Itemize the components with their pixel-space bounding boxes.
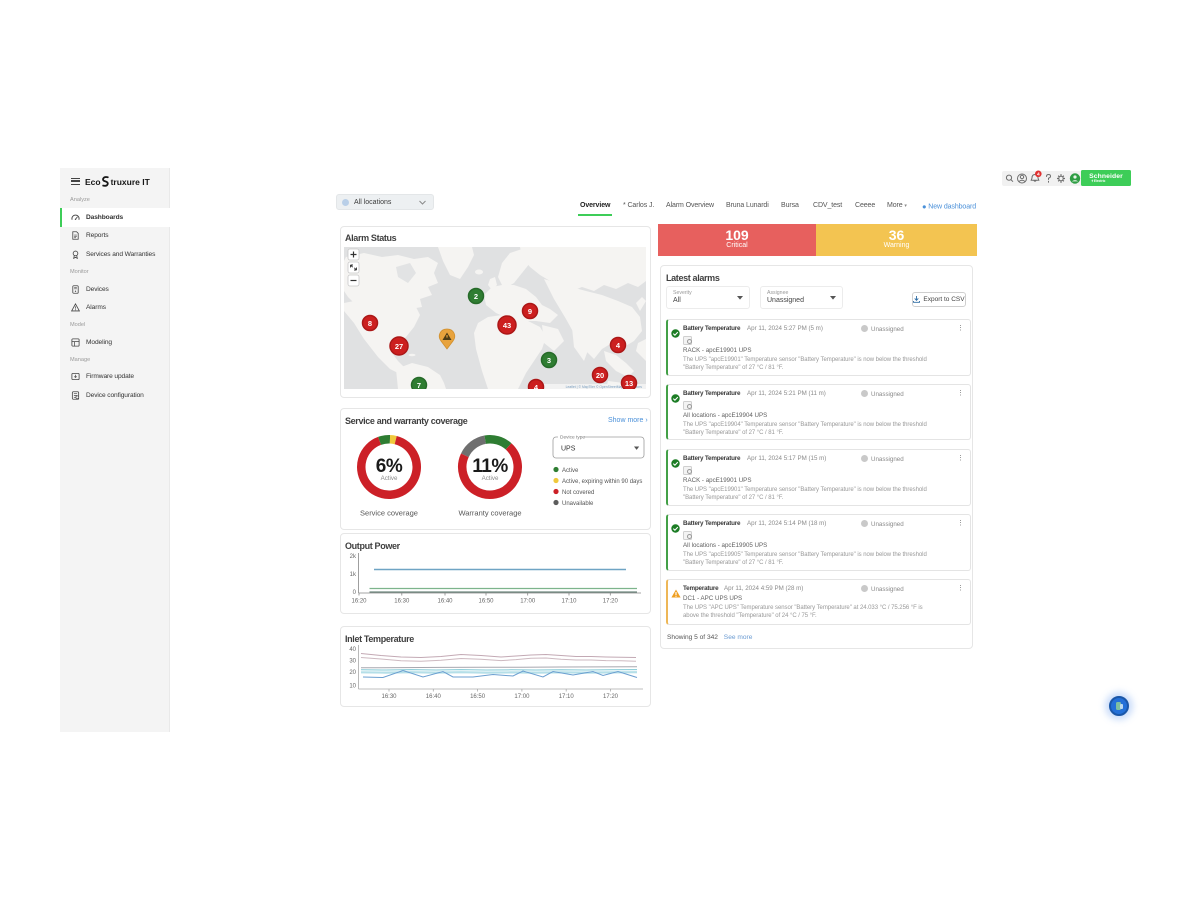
svg-text:27: 27 bbox=[395, 342, 403, 351]
svg-text:17:20: 17:20 bbox=[603, 599, 619, 605]
svg-text:Active: Active bbox=[562, 468, 579, 474]
svg-text:9: 9 bbox=[528, 307, 532, 316]
svg-text:7: 7 bbox=[417, 381, 421, 389]
svg-text:2: 2 bbox=[474, 292, 478, 301]
svg-text:17:20: 17:20 bbox=[603, 694, 619, 700]
svg-text:20: 20 bbox=[349, 670, 356, 676]
svg-text:Warranty coverage: Warranty coverage bbox=[458, 509, 521, 518]
svg-text:Device type: Device type bbox=[560, 435, 585, 441]
svg-text:17:10: 17:10 bbox=[561, 599, 577, 605]
svg-text:Leaflet | © MapTiler © OpenStr: Leaflet | © MapTiler © OpenStreetMap con… bbox=[566, 385, 643, 389]
svg-text:Unavailable: Unavailable bbox=[562, 501, 594, 507]
svg-text:17:00: 17:00 bbox=[520, 599, 536, 605]
svg-text:Active: Active bbox=[381, 475, 398, 482]
svg-text:16:40: 16:40 bbox=[437, 599, 453, 605]
svg-text:Service coverage: Service coverage bbox=[360, 509, 418, 518]
svg-text:43: 43 bbox=[503, 321, 511, 330]
svg-text:Not covered: Not covered bbox=[562, 490, 594, 496]
svg-text:16:30: 16:30 bbox=[381, 694, 397, 700]
svg-text:16:50: 16:50 bbox=[478, 599, 494, 605]
svg-text:10: 10 bbox=[349, 684, 356, 690]
svg-text:UPS: UPS bbox=[561, 446, 576, 453]
svg-text:17:10: 17:10 bbox=[559, 694, 575, 700]
svg-text:0: 0 bbox=[353, 590, 357, 596]
svg-text:40: 40 bbox=[349, 647, 356, 653]
svg-text:11%: 11% bbox=[472, 456, 508, 477]
svg-text:4: 4 bbox=[1037, 171, 1040, 177]
svg-text:6%: 6% bbox=[376, 456, 403, 477]
svg-text:Active, expiring within 90 day: Active, expiring within 90 days bbox=[562, 479, 642, 485]
svg-text:2k: 2k bbox=[350, 554, 357, 560]
svg-text:16:20: 16:20 bbox=[351, 599, 367, 605]
svg-text:13: 13 bbox=[625, 379, 633, 388]
svg-text:4: 4 bbox=[616, 341, 621, 350]
svg-text:Active: Active bbox=[482, 475, 499, 482]
svg-text:16:30: 16:30 bbox=[394, 599, 410, 605]
svg-text:1k: 1k bbox=[350, 572, 357, 578]
svg-text:30: 30 bbox=[349, 658, 356, 664]
svg-text:20: 20 bbox=[596, 371, 604, 380]
svg-text:4: 4 bbox=[534, 383, 539, 389]
svg-text:3: 3 bbox=[547, 356, 551, 365]
svg-text:17:00: 17:00 bbox=[514, 694, 530, 700]
svg-text:16:50: 16:50 bbox=[470, 694, 486, 700]
svg-text:16:40: 16:40 bbox=[426, 694, 442, 700]
svg-text:8: 8 bbox=[368, 319, 372, 328]
